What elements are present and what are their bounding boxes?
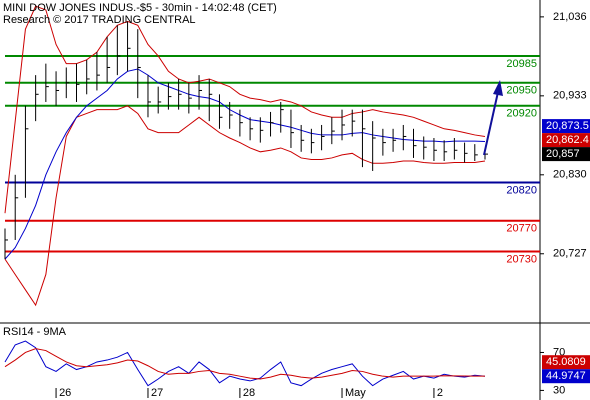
arrow-head — [493, 80, 503, 96]
level-label: 20920 — [506, 108, 537, 120]
y-tick-label: 20,727 — [553, 248, 587, 260]
x-tick-label: 26 — [59, 387, 71, 399]
x-tick-label: May — [345, 387, 366, 399]
price-tag-label: 20,857 — [546, 148, 580, 160]
indicator-line — [4, 5, 486, 214]
chart-subtitle: Research © 2017 TRADING CENTRAL — [3, 14, 196, 26]
rsi-title: RSI14 - 9MA — [3, 326, 67, 338]
indicator-line — [4, 340, 486, 387]
x-tick-label: 27 — [151, 387, 163, 399]
level-label: 20770 — [506, 223, 537, 235]
y-tick-label: 20,830 — [553, 169, 587, 181]
level-label: 20820 — [506, 184, 537, 196]
level-label: 20985 — [506, 58, 537, 70]
price-tag — [542, 147, 590, 162]
rsi-panel — [4, 340, 486, 387]
x-tick-label: 2 — [437, 387, 443, 399]
y-tick-label: 20,933 — [553, 90, 587, 102]
price-tag-label: 20,873.5 — [546, 120, 589, 132]
chart-title: MINI DOW JONES INDUS.-$5 - 30min - 14:02… — [3, 2, 277, 14]
price-tag — [542, 369, 590, 384]
y-tick-label: 21,036 — [553, 11, 587, 23]
price-tag-label: 20,862.4 — [546, 134, 589, 146]
level-label: 20730 — [506, 253, 537, 265]
arrow-line — [483, 91, 499, 156]
indicator-line — [4, 68, 486, 260]
x-tick-label: 28 — [243, 387, 255, 399]
price-tag-label: 45.0809 — [546, 356, 586, 368]
price-tag — [542, 133, 590, 148]
price-panel: 20985 20950 20920 20820 20770 20730 — [4, 5, 540, 307]
indicator-line — [4, 348, 486, 380]
price-tag-label: 44.9747 — [546, 370, 586, 382]
price-tag — [542, 355, 590, 370]
y-tick-label: 30 — [553, 384, 565, 396]
indicator-line — [4, 105, 486, 307]
level-label: 20950 — [506, 85, 537, 97]
price-tag — [542, 119, 590, 134]
projection-arrow — [483, 80, 503, 156]
